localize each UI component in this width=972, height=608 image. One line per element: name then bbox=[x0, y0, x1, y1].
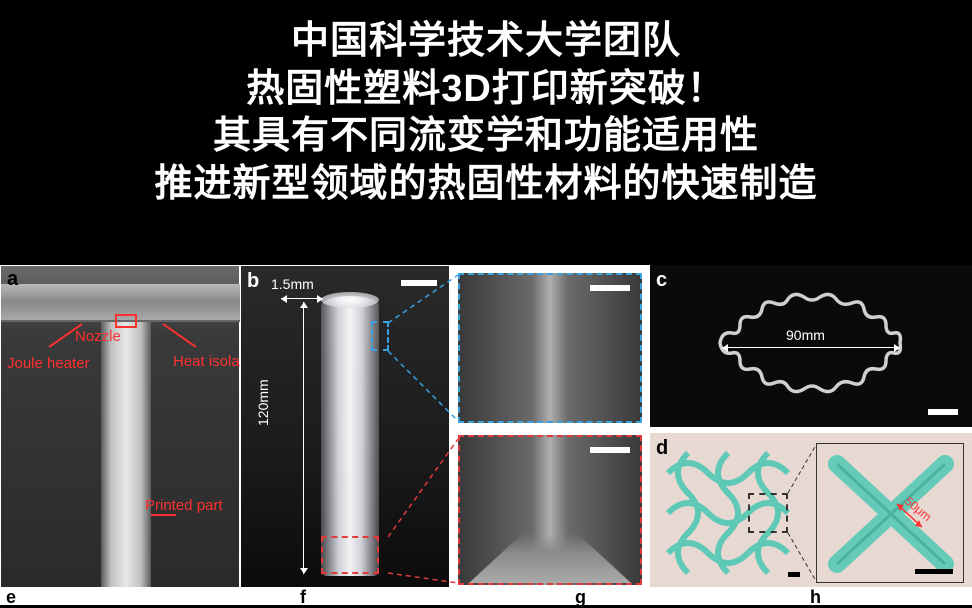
panel-a: a Joule heater Nozzle Heat isolator Prin… bbox=[0, 265, 240, 595]
panel-c-scalebar bbox=[928, 409, 958, 415]
micro-cross-icon bbox=[817, 444, 965, 584]
callout-bottom-src bbox=[321, 536, 379, 574]
dim-height: 120mm bbox=[255, 379, 271, 426]
panel-b: b 1.5mm 120mm bbox=[240, 265, 450, 595]
micro-right: 50μm bbox=[816, 443, 964, 583]
inset-top bbox=[458, 273, 642, 423]
panel-b-label: b bbox=[247, 270, 259, 293]
panel-d: d bbox=[650, 433, 972, 595]
ann-joule-heater-text: Joule heater bbox=[7, 356, 55, 373]
ann-printed-part: Printed part bbox=[145, 498, 201, 515]
label-h: h bbox=[810, 587, 821, 608]
label-e: e bbox=[6, 587, 16, 608]
title-line-4: 推进新型领域的热固性材料的快速制造 bbox=[0, 161, 972, 209]
inset-bottom-scalebar bbox=[590, 447, 630, 453]
title-line-3: 其具有不同流变学和功能适用性 bbox=[0, 113, 972, 161]
ann-printed-part-text: Printed part bbox=[145, 498, 201, 515]
micro-left bbox=[658, 443, 808, 583]
panel-b-insets bbox=[450, 265, 650, 595]
micro-right-scalebar bbox=[915, 569, 953, 574]
title-block: 中国科学技术大学团队 热固性塑料3D打印新突破！ 其具有不同流变学和功能适用性 … bbox=[0, 0, 972, 220]
micro-zoom-box bbox=[748, 493, 788, 533]
nozzle-box bbox=[115, 314, 137, 328]
panel-c-dim: 90mm bbox=[786, 327, 825, 343]
printed-column bbox=[101, 322, 151, 592]
figure-row: a Joule heater Nozzle Heat isolator Prin… bbox=[0, 265, 972, 595]
ann-nozzle: Nozzle bbox=[75, 328, 121, 345]
panel-a-label: a bbox=[7, 268, 18, 291]
panel-c: c 90mm bbox=[650, 265, 972, 427]
panel-d-label: d bbox=[656, 437, 668, 460]
gear-ring bbox=[700, 283, 920, 403]
label-g: g bbox=[575, 587, 586, 608]
panel-c-dim-arrow bbox=[722, 347, 900, 348]
panel-cd-column: c 90mm d bbox=[650, 265, 972, 595]
panel-c-label: c bbox=[656, 269, 667, 292]
label-f: f bbox=[300, 587, 306, 608]
ann-joule-heater: Joule heater bbox=[7, 356, 55, 373]
callout-top-src bbox=[371, 321, 389, 351]
ann-heat-line bbox=[163, 323, 197, 347]
panel-b-scalebar bbox=[401, 280, 437, 286]
inset-bottom-base bbox=[460, 533, 640, 583]
micro-left-scalebar bbox=[788, 572, 800, 577]
title-line-2: 热固性塑料3D打印新突破！ bbox=[0, 66, 972, 114]
dim-height-arrow bbox=[303, 302, 304, 574]
inset-bottom bbox=[458, 435, 642, 585]
ann-heat-isolator: Heat isolator bbox=[173, 354, 233, 371]
dim-thickness: 1.5mm bbox=[271, 276, 314, 292]
dim-thickness-arrow bbox=[281, 298, 323, 299]
ann-50um-arrow bbox=[892, 499, 932, 539]
ann-heat-isolator-text: Heat isolator bbox=[173, 354, 233, 371]
bottom-row-labels: e f g h bbox=[0, 587, 972, 605]
inset-top-scalebar bbox=[590, 285, 630, 291]
title-line-1: 中国科学技术大学团队 bbox=[0, 18, 972, 66]
ann-printed-line bbox=[151, 514, 176, 516]
